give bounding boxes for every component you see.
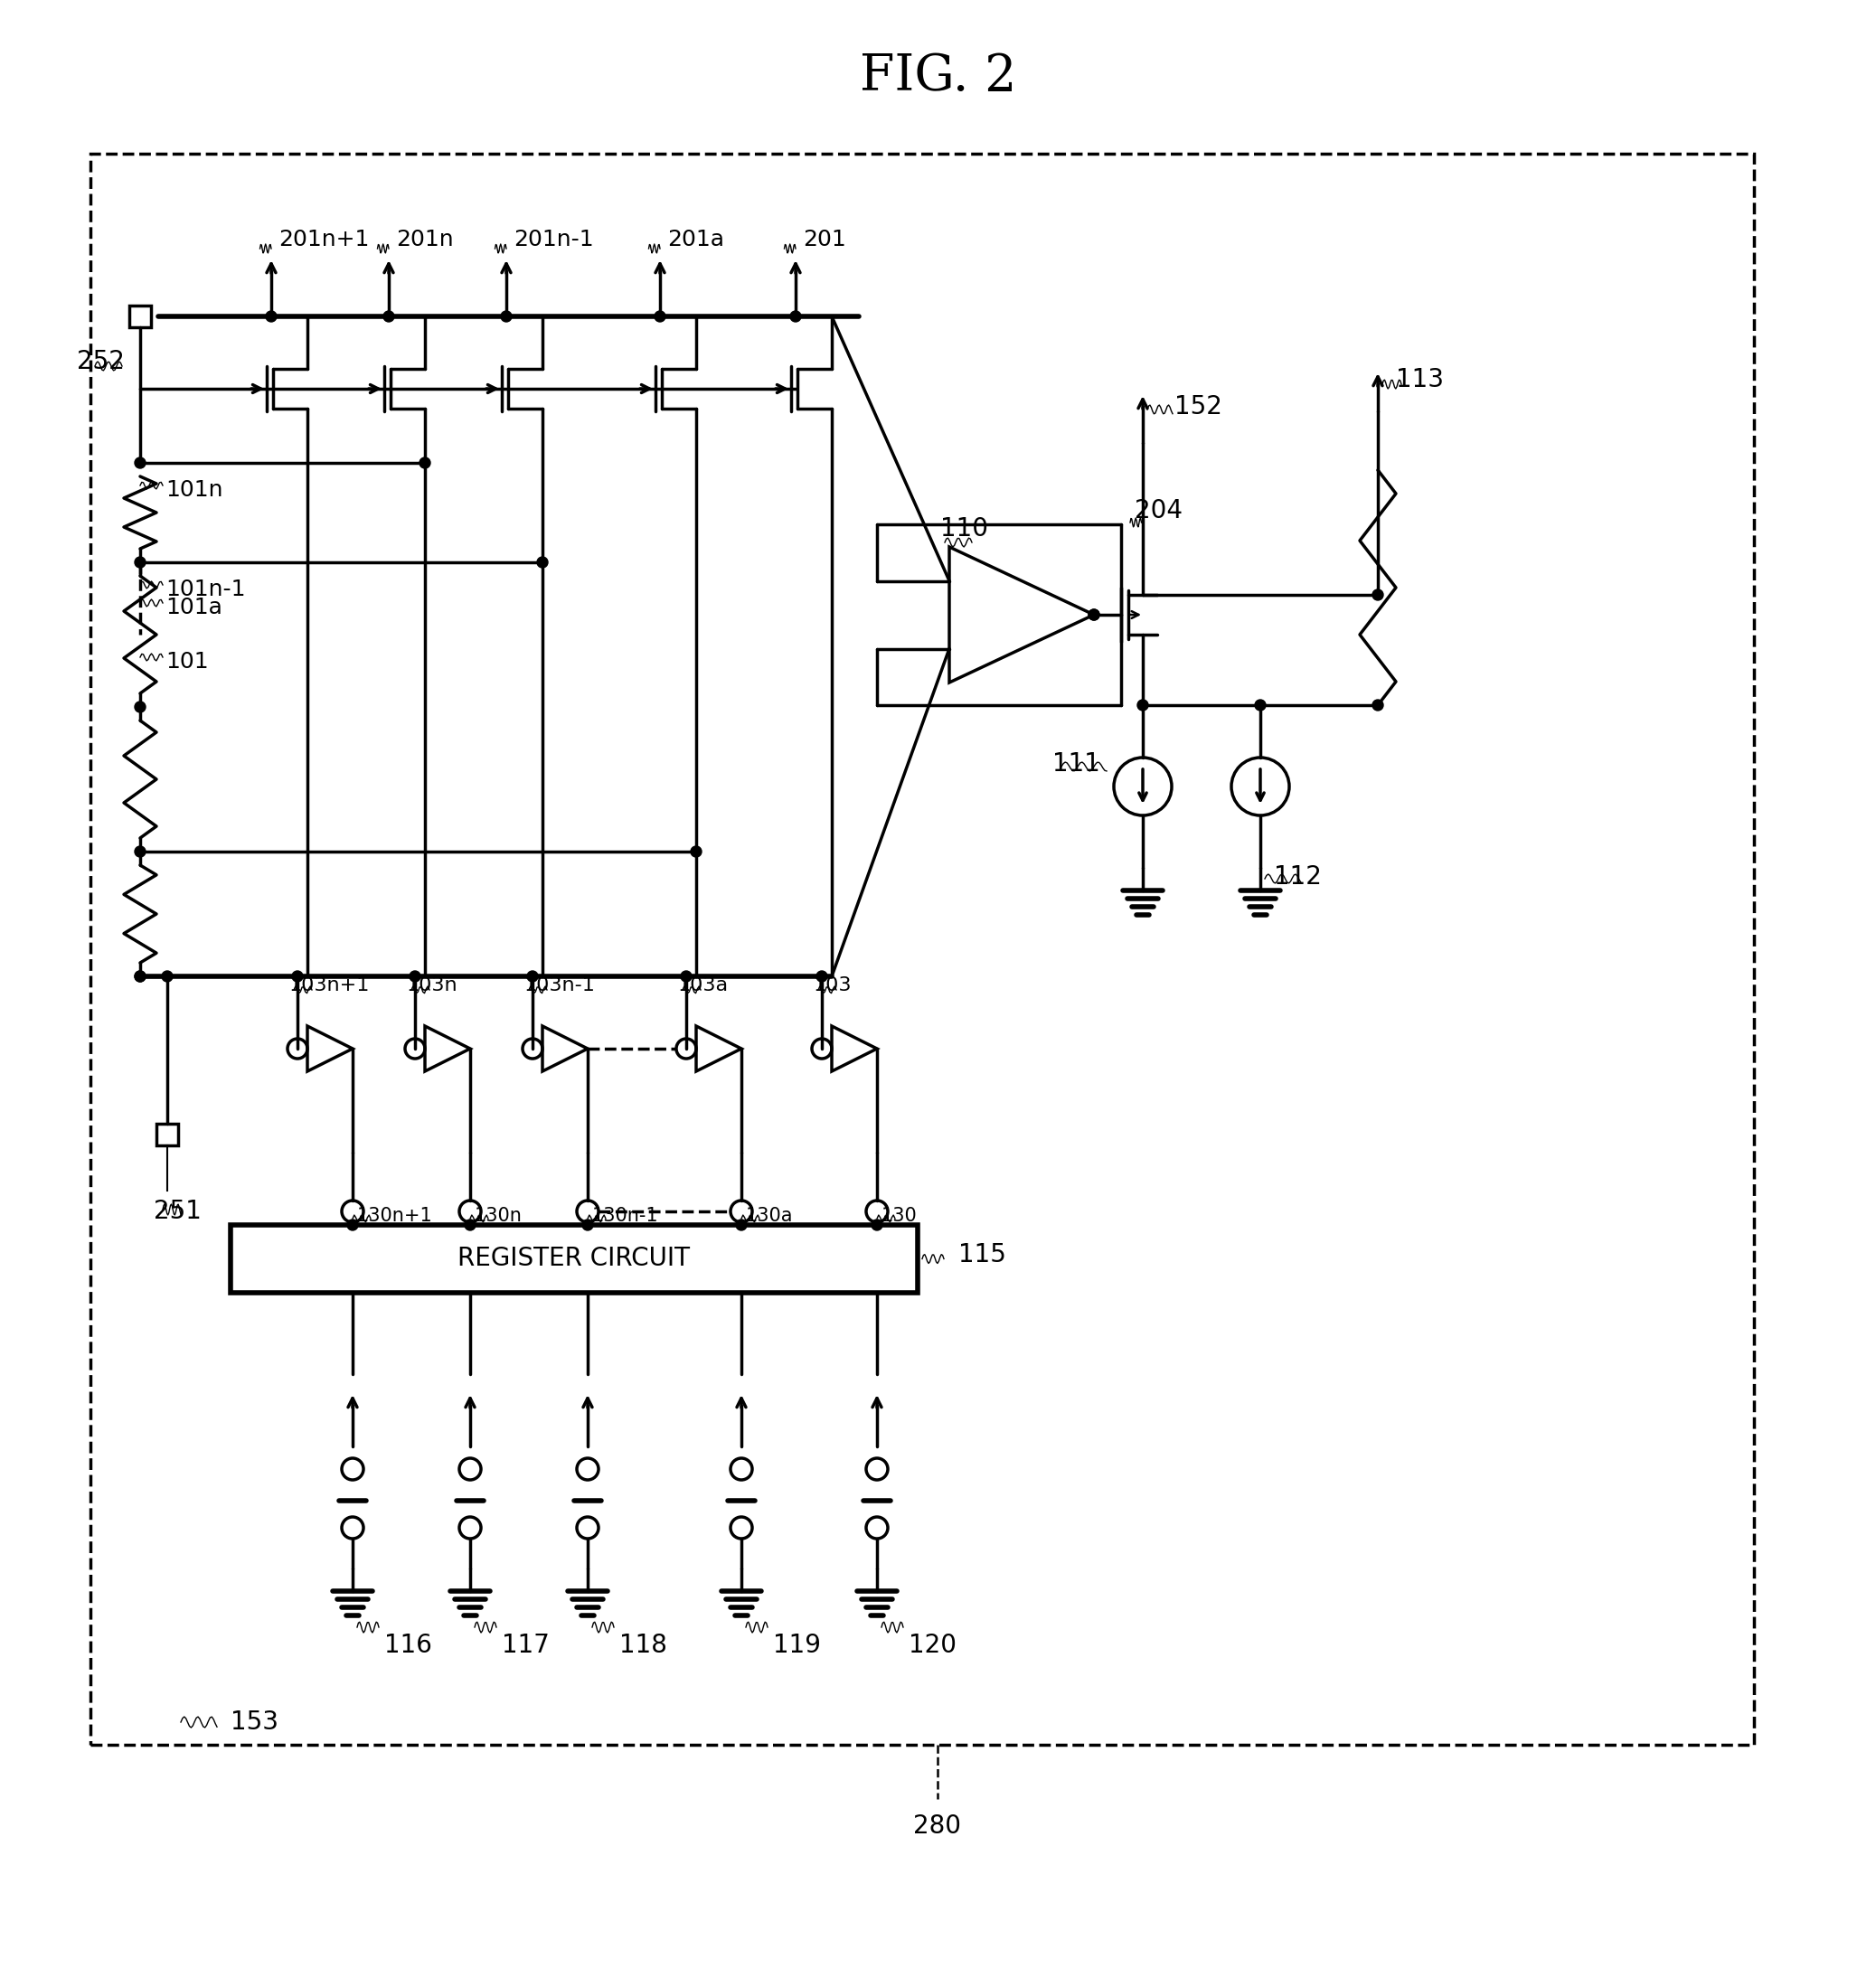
- Text: 201n-1: 201n-1: [514, 229, 593, 251]
- Text: 110: 110: [940, 516, 989, 542]
- Circle shape: [1137, 700, 1148, 710]
- Text: FIG. 2: FIG. 2: [859, 51, 1017, 101]
- Text: 103a: 103a: [677, 977, 728, 995]
- Text: 117: 117: [501, 1632, 550, 1658]
- Text: 112: 112: [1274, 864, 1323, 890]
- Circle shape: [527, 971, 538, 981]
- Circle shape: [161, 971, 173, 981]
- Text: 280: 280: [914, 1814, 962, 1840]
- Text: 116: 116: [385, 1632, 431, 1658]
- Circle shape: [135, 971, 146, 981]
- Text: 201n+1: 201n+1: [278, 229, 370, 251]
- Text: REGISTER CIRCUIT: REGISTER CIRCUIT: [458, 1246, 690, 1272]
- Circle shape: [465, 1220, 475, 1230]
- Text: 113: 113: [1396, 368, 1445, 392]
- Text: 101n: 101n: [165, 479, 223, 500]
- Circle shape: [383, 311, 394, 322]
- Text: 115: 115: [959, 1242, 1006, 1268]
- Text: 120: 120: [908, 1632, 957, 1658]
- Text: 103n-1: 103n-1: [525, 977, 597, 995]
- Text: 118: 118: [619, 1632, 668, 1658]
- Circle shape: [1088, 609, 1099, 621]
- Circle shape: [501, 311, 512, 322]
- Text: 119: 119: [773, 1632, 822, 1658]
- Circle shape: [1088, 609, 1099, 621]
- Text: 130: 130: [882, 1207, 917, 1224]
- Circle shape: [409, 971, 420, 981]
- Circle shape: [1373, 700, 1383, 710]
- Text: 130a: 130a: [747, 1207, 794, 1224]
- Bar: [156, 1124, 178, 1145]
- Circle shape: [135, 702, 146, 712]
- Circle shape: [293, 971, 302, 981]
- Circle shape: [135, 457, 146, 469]
- Circle shape: [735, 1220, 747, 1230]
- Text: 130n-1: 130n-1: [593, 1207, 658, 1224]
- Circle shape: [135, 847, 146, 856]
- Circle shape: [266, 311, 276, 322]
- Circle shape: [1373, 589, 1383, 599]
- Circle shape: [790, 311, 801, 322]
- Text: 152: 152: [1174, 394, 1223, 419]
- Bar: [90, 154, 1754, 1745]
- Text: 111: 111: [1052, 752, 1099, 777]
- Circle shape: [135, 971, 146, 981]
- Circle shape: [681, 971, 692, 981]
- Text: 201n: 201n: [396, 229, 454, 251]
- Circle shape: [537, 558, 548, 568]
- Text: 251: 251: [154, 1199, 201, 1224]
- Text: 101a: 101a: [165, 597, 221, 619]
- Text: 204: 204: [1135, 498, 1182, 524]
- Text: 130n: 130n: [475, 1207, 522, 1224]
- Bar: [231, 1224, 917, 1294]
- Circle shape: [655, 311, 666, 322]
- Circle shape: [347, 1220, 358, 1230]
- Text: 101: 101: [165, 651, 208, 673]
- Text: 252: 252: [77, 348, 124, 374]
- Text: 153: 153: [231, 1709, 278, 1735]
- Circle shape: [872, 1220, 882, 1230]
- Text: 201a: 201a: [668, 229, 724, 251]
- Text: 103n: 103n: [407, 977, 458, 995]
- Text: 201: 201: [803, 229, 846, 251]
- Text: 103: 103: [814, 977, 852, 995]
- Circle shape: [135, 558, 146, 568]
- Circle shape: [420, 457, 430, 469]
- Bar: [129, 305, 150, 326]
- Circle shape: [582, 1220, 593, 1230]
- Text: 130n+1: 130n+1: [356, 1207, 433, 1224]
- Circle shape: [690, 847, 702, 856]
- Text: 103n+1: 103n+1: [289, 977, 370, 995]
- Text: 101n-1: 101n-1: [165, 580, 246, 599]
- Circle shape: [1255, 700, 1266, 710]
- Circle shape: [816, 971, 827, 981]
